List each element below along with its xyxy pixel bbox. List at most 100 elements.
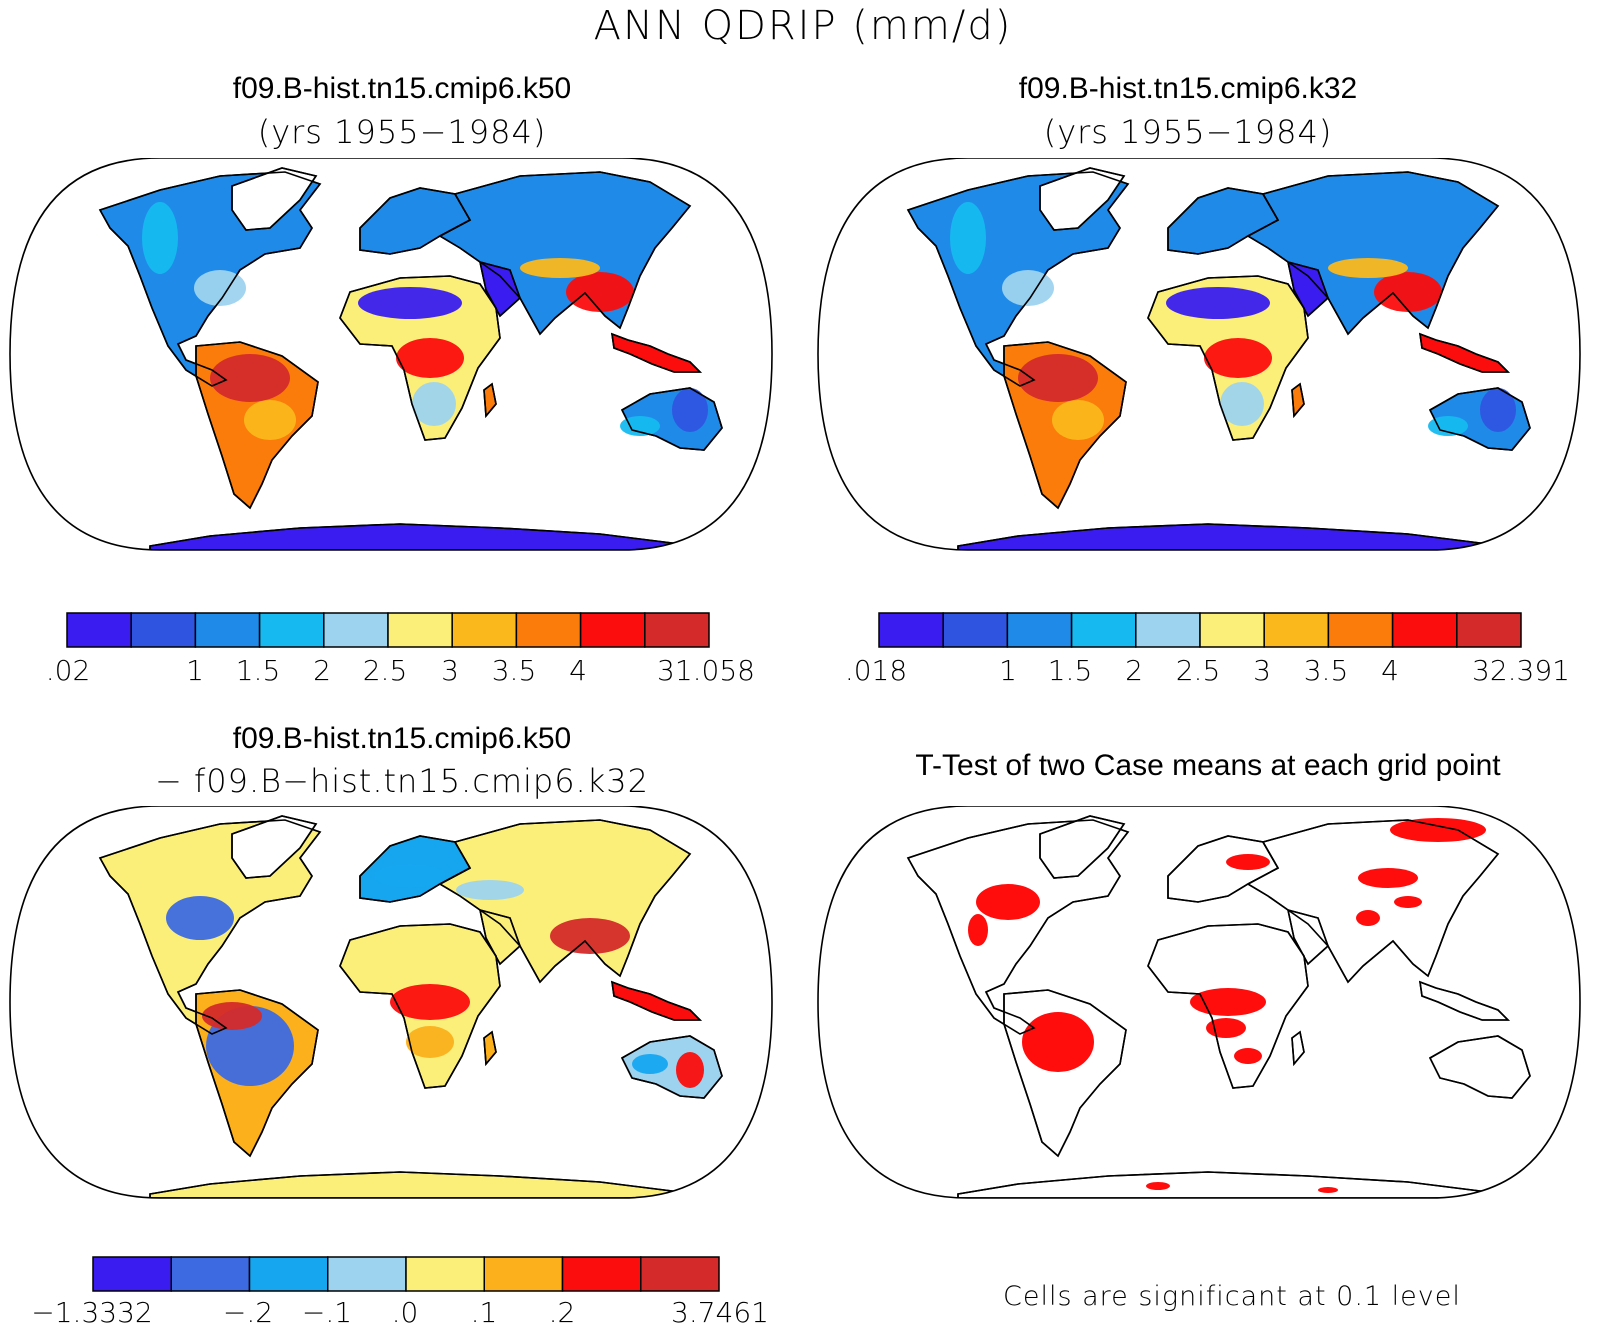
colorbar-k32-label: 2 [1125,654,1143,687]
colorbar-box [1263,612,1330,648]
colorbar-box [644,612,710,648]
colorbar-k32-label: .018 [844,654,908,687]
colorbar-box [258,612,325,648]
significant-cells [1226,854,1270,870]
contour-patch [1002,270,1054,306]
contour-patch [412,382,456,426]
colorbar-box [561,1256,642,1292]
colorbar-diff-label: .0 [391,1296,419,1329]
coastline [906,171,1130,387]
colorbar-k32-label: 4 [1381,654,1399,687]
panel-k50-title: f09.B-hist.tn15.cmip6.k50 [232,72,572,105]
colorbar-box [323,612,389,648]
coastline [611,980,702,1021]
colorbar-k32-label: 1 [999,654,1017,687]
contour-patch [520,258,600,278]
coastline [1039,815,1126,879]
significant-cells [1146,1182,1170,1190]
contour-patch [210,354,290,402]
coastline [1291,1030,1305,1067]
coastline [620,1035,723,1099]
contour-patch [202,1002,262,1030]
contour-patch [566,272,634,312]
coastline [478,260,521,318]
panel-diff-title: f09.B-hist.tn15.cmip6.k50 [232,722,572,755]
contour-patch [1204,338,1272,378]
colorbar-box [1199,612,1265,648]
contour-patch [632,1054,668,1074]
significant-cells [1234,1048,1262,1064]
colorbar-k32-label: 3.5 [1303,654,1349,687]
colorbar-diff [92,1256,720,1292]
colorbar-box [66,612,132,648]
coastline [231,167,318,231]
colorbar-box [1456,612,1522,648]
colorbar-box [248,1256,329,1292]
colorbar-k50-label: 2.5 [362,654,408,687]
colorbar-box [640,1256,720,1292]
panel-k32-title: f09.B-hist.tn15.cmip6.k32 [1018,72,1358,105]
contour-patch [620,416,660,436]
coastline [1003,989,1127,1158]
contour-patch [194,270,246,306]
coastline [149,1171,701,1198]
contour-patch [1166,287,1270,319]
coastline [1246,171,1500,336]
colorbar-diff-label: .1 [470,1296,498,1329]
coastline [339,275,501,441]
coastline [957,523,1509,550]
coastline [1147,275,1309,441]
significant-cells [1394,896,1422,908]
colorbar-diff-label: −.1 [301,1296,353,1329]
contour-patch [166,896,234,940]
coastline [620,387,723,451]
coastline [483,1030,497,1067]
map-diff [9,806,773,1199]
coastline [478,908,521,966]
colorbar-box [1006,612,1073,648]
colorbar-box [942,612,1009,648]
colorbar-box [405,1256,485,1292]
coastline [1419,980,1510,1021]
coastline [611,332,702,373]
contour-patch [244,400,296,440]
coastline [231,815,318,879]
colorbar-box [1327,612,1394,648]
colorbar-box [451,612,518,648]
coastline [1428,387,1531,451]
coastline [339,923,501,1089]
coastline [1147,923,1309,1089]
coastline [1039,167,1126,231]
coastline [1428,1035,1531,1099]
contour-patch [1052,400,1104,440]
coastline [483,382,497,419]
colorbar-box [1070,612,1137,648]
colorbar-k32-label: 2.5 [1175,654,1221,687]
contour-patch [550,918,630,954]
colorbar-box [194,612,261,648]
contour-patch [1374,272,1442,312]
coastline [906,819,1130,1035]
colorbar-box [1391,612,1458,648]
colorbar-box [515,612,582,648]
coastline [1246,819,1500,984]
colorbar-diff-label: .2 [548,1296,576,1329]
significant-cells [1358,868,1418,888]
coastline [98,171,322,387]
colorbar-k32 [878,612,1522,648]
coastline [438,171,692,336]
colorbar-k32-label: 3 [1253,654,1271,687]
colorbar-box [92,1256,172,1292]
colorbar-k50-label: 1.5 [235,654,281,687]
coastline [149,523,701,550]
significant-cells [1356,910,1380,926]
map-frame [817,158,1581,551]
significant-cells [1022,1012,1094,1072]
coastline [195,989,319,1158]
significant-cells [968,914,988,946]
coastline [1286,908,1329,966]
contour-patch [390,984,470,1020]
panel-k32-years: (yrs 1955−1984) [1043,113,1333,151]
colorbar-k50 [66,612,710,648]
contour-patch [1220,382,1264,426]
